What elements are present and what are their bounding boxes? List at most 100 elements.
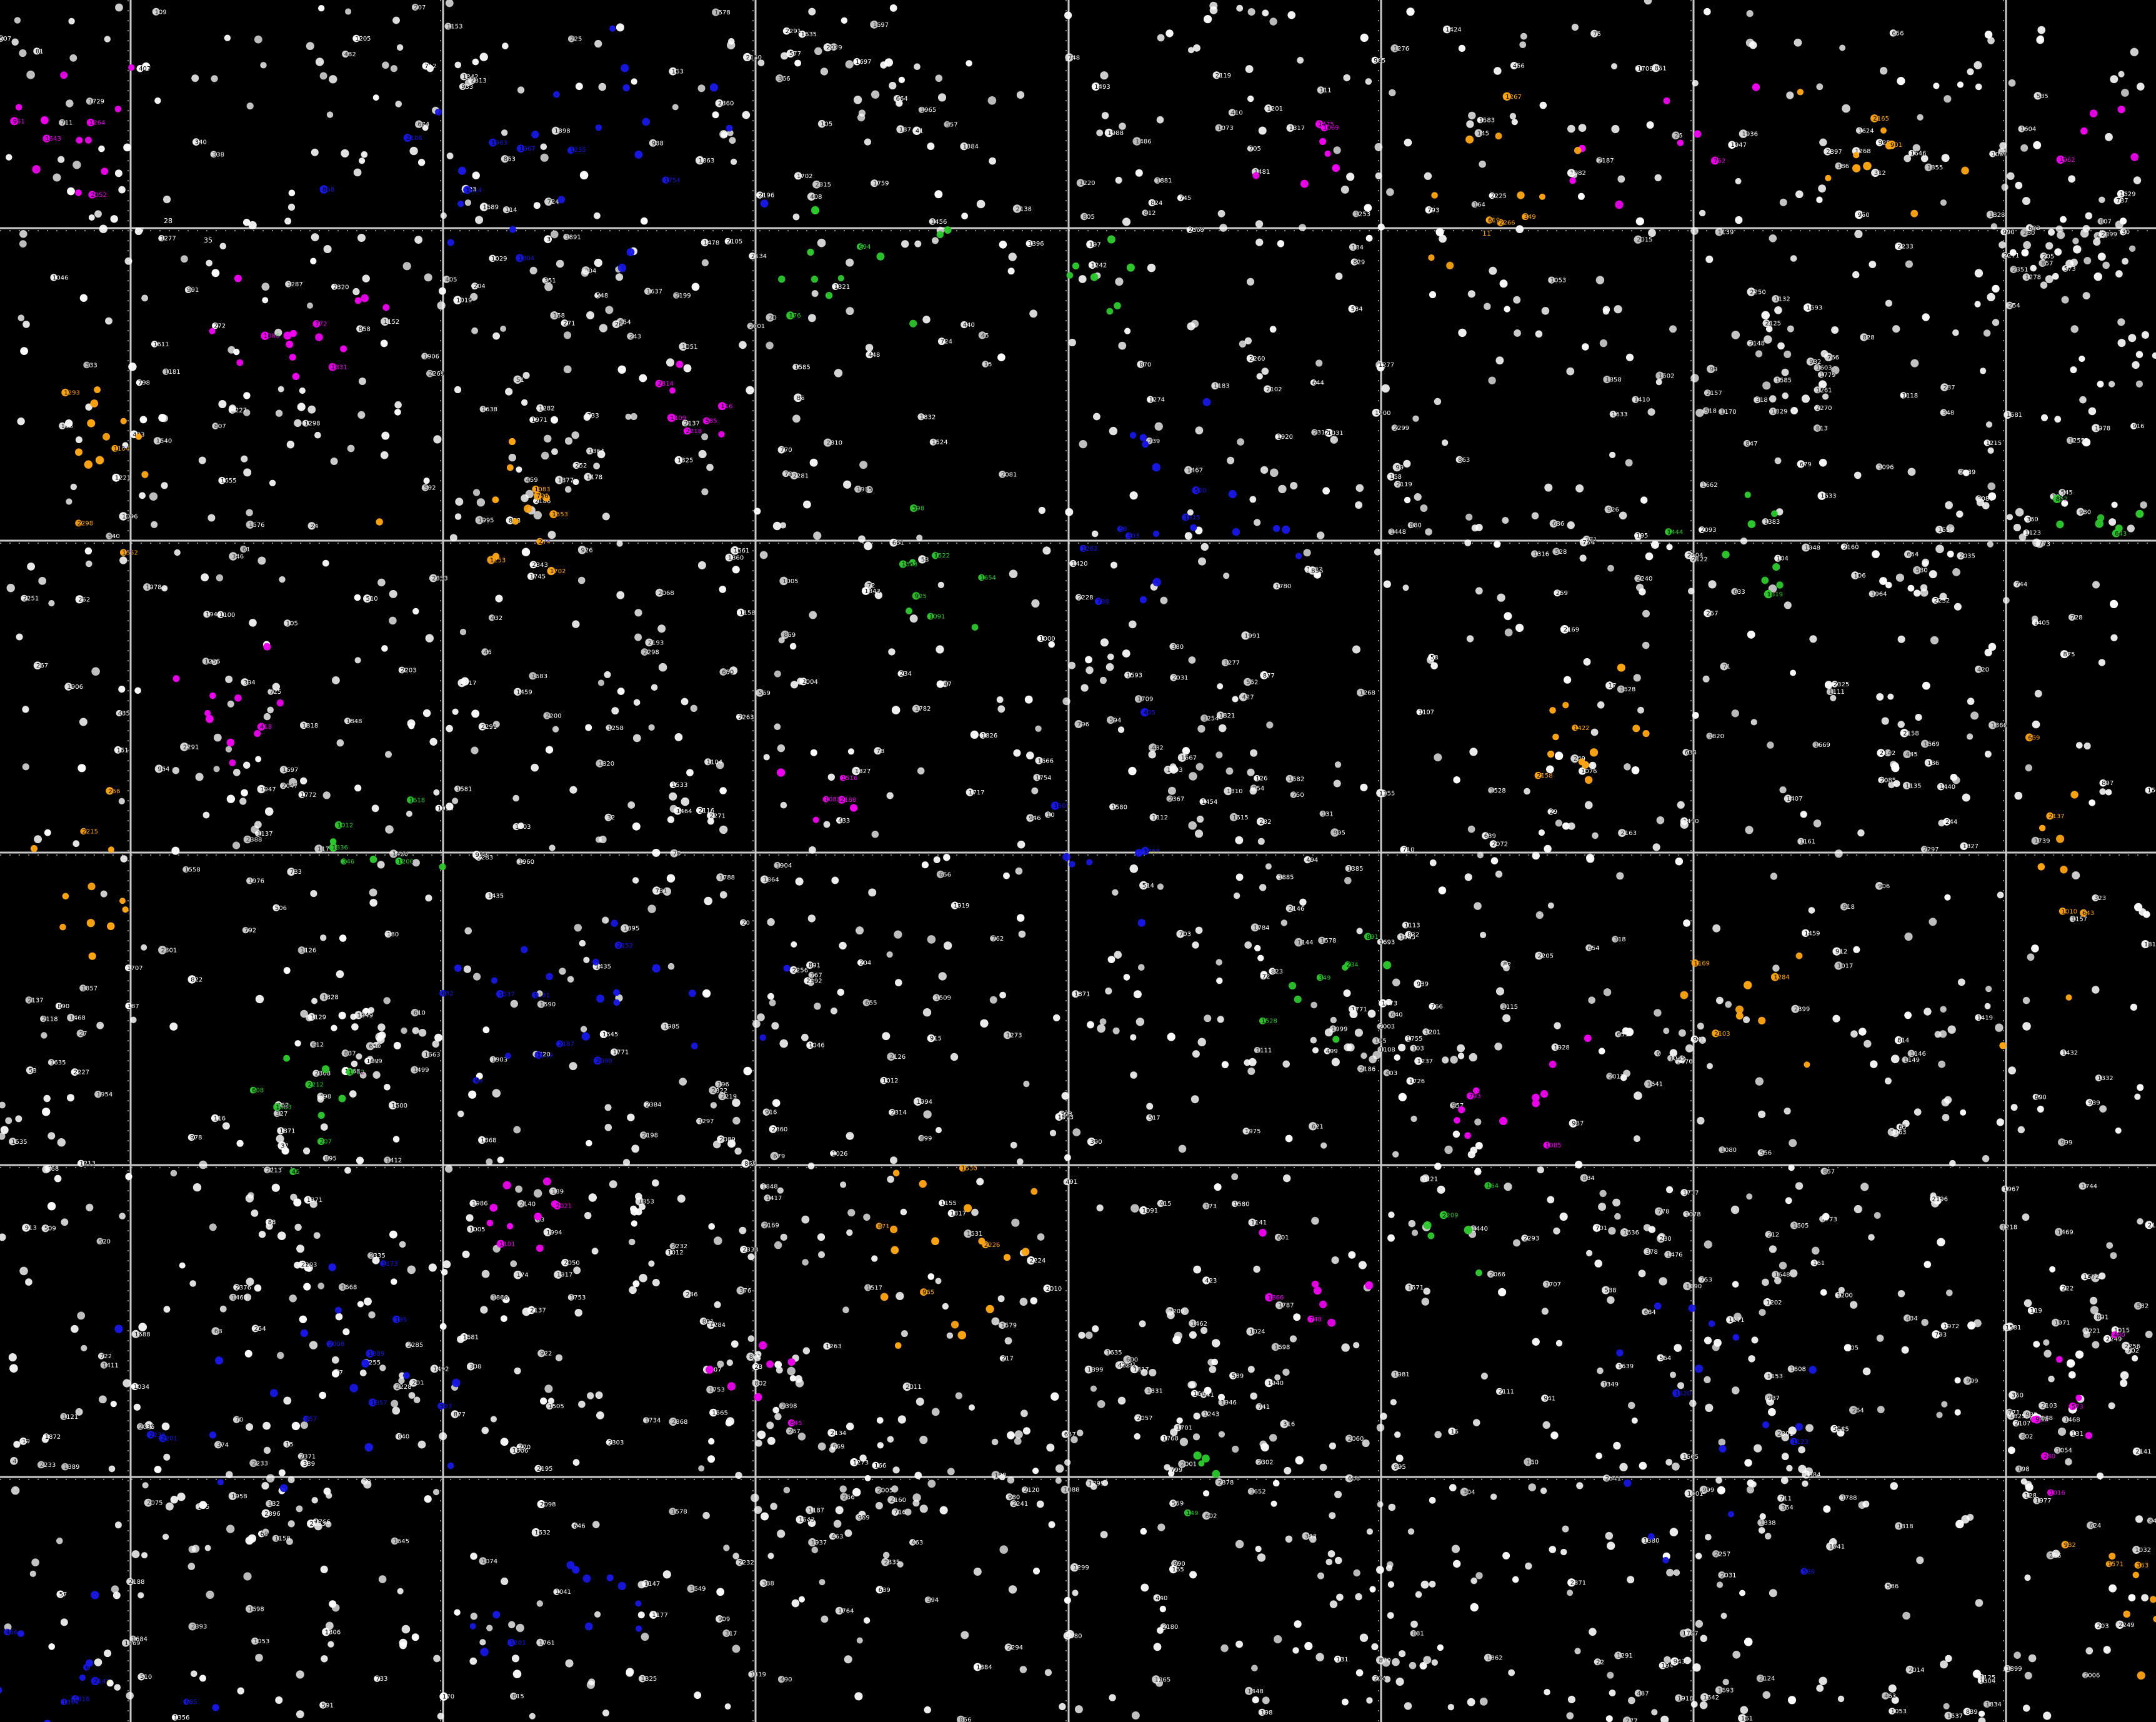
data-point [1334,1491,1342,1498]
data-point [1404,1702,1412,1710]
data-point [102,433,111,441]
point-id-label: 1218 [2002,1224,2017,1231]
data-point [1169,765,1178,774]
data-point [1725,1001,1732,1008]
data-point [1757,1149,1765,1156]
data-point [1819,459,1827,467]
data-point [2022,1491,2030,1499]
data-point [263,1446,271,1454]
data-point [2145,786,2152,794]
data-point [1915,714,1922,721]
point-id-label: 45 [292,1169,300,1176]
data-point [1391,424,1398,431]
data-point [1264,104,1272,113]
data-point [890,1156,897,1164]
data-point [1107,716,1115,724]
data-point [296,1670,304,1679]
data-point [2057,1427,2067,1436]
point-id-label: 1178 [587,474,602,481]
data-point [287,868,296,876]
data-point [1225,767,1234,775]
data-point [843,480,852,489]
data-point [1515,623,1524,633]
data-point [1690,1701,1698,1708]
data-point [584,473,592,481]
data-point [1609,1689,1616,1696]
data-point [287,203,296,211]
data-point [131,1329,140,1338]
data-point [2045,275,2054,284]
data-point [307,522,316,530]
data-point [583,956,590,963]
data-point [322,1628,331,1636]
point-id-label: 271 [563,320,575,327]
point-id-label: 163 [672,69,684,76]
data-point [587,1392,594,1399]
point-id-label: 1899 [1087,1367,1103,1374]
data-point [225,746,232,753]
data-point [246,1423,254,1431]
point-id-label: 1420 [392,851,408,858]
point-id-label: 988 [652,140,664,147]
point-id-label: 1258 [607,725,623,732]
data-point [1639,1461,1647,1470]
data-point [1420,504,1428,512]
data-point [1355,484,1364,493]
point-id-label: 277 [1626,1718,1638,1722]
data-point [1253,1265,1260,1273]
data-point [1037,634,1044,643]
data-point [275,1696,283,1704]
point-id-label: 1605 [1793,1223,1809,1229]
point-id-label: 856 [1311,568,1323,574]
data-point [1262,9,1269,17]
point-id-label: 1129 [311,1014,326,1021]
data-point [1086,240,1095,249]
data-point [407,1265,416,1274]
data-point [1353,1342,1360,1349]
data-point [1967,1321,1976,1330]
data-point [792,363,799,371]
point-id-label: 1261 [1816,387,1832,394]
data-point [276,1134,284,1143]
data-point [283,1440,291,1448]
data-point [322,559,329,567]
point-id-label: 2098 [540,1501,556,1508]
point-id-label: 1967 [2004,1186,2019,1193]
data-point [1809,1366,1817,1374]
data-point [1705,1403,1714,1412]
data-point [19,49,27,58]
data-point [854,1692,863,1701]
data-point [1876,693,1884,701]
point-id-label: 2335 [884,1559,900,1566]
data-point [776,1366,783,1374]
data-point [2079,1182,2087,1190]
data-point [2099,196,2105,203]
data-point [432,1040,439,1048]
point-id-label: 1478 [704,240,719,247]
data-point [1884,1583,1892,1589]
data-point [648,1260,655,1267]
data-point [726,1359,734,1366]
data-point [1904,1011,1912,1019]
point-id-label: 1420 [1072,561,1087,568]
data-point [997,353,1006,361]
data-point [859,461,868,469]
data-point [2022,273,2030,281]
data-point [2085,212,2093,220]
point-id-label: 2212 [308,1082,324,1089]
data-point [2001,183,2009,191]
data-point [1707,364,1715,373]
point-id-label: 1871 [1074,991,1090,998]
point-id-label: 2241 [1012,1501,1028,1508]
point-id-label: 2004 [1687,553,1703,559]
data-point [627,1113,635,1122]
data-point [652,964,661,973]
point-id-label: 1702 [550,568,566,575]
data-point [43,1094,51,1103]
data-point [1209,6,1218,14]
point-id-label: 30 [2122,229,2130,236]
data-point [1502,1014,1511,1023]
point-id-label: 348 [1942,410,1954,417]
data-point [340,345,347,353]
